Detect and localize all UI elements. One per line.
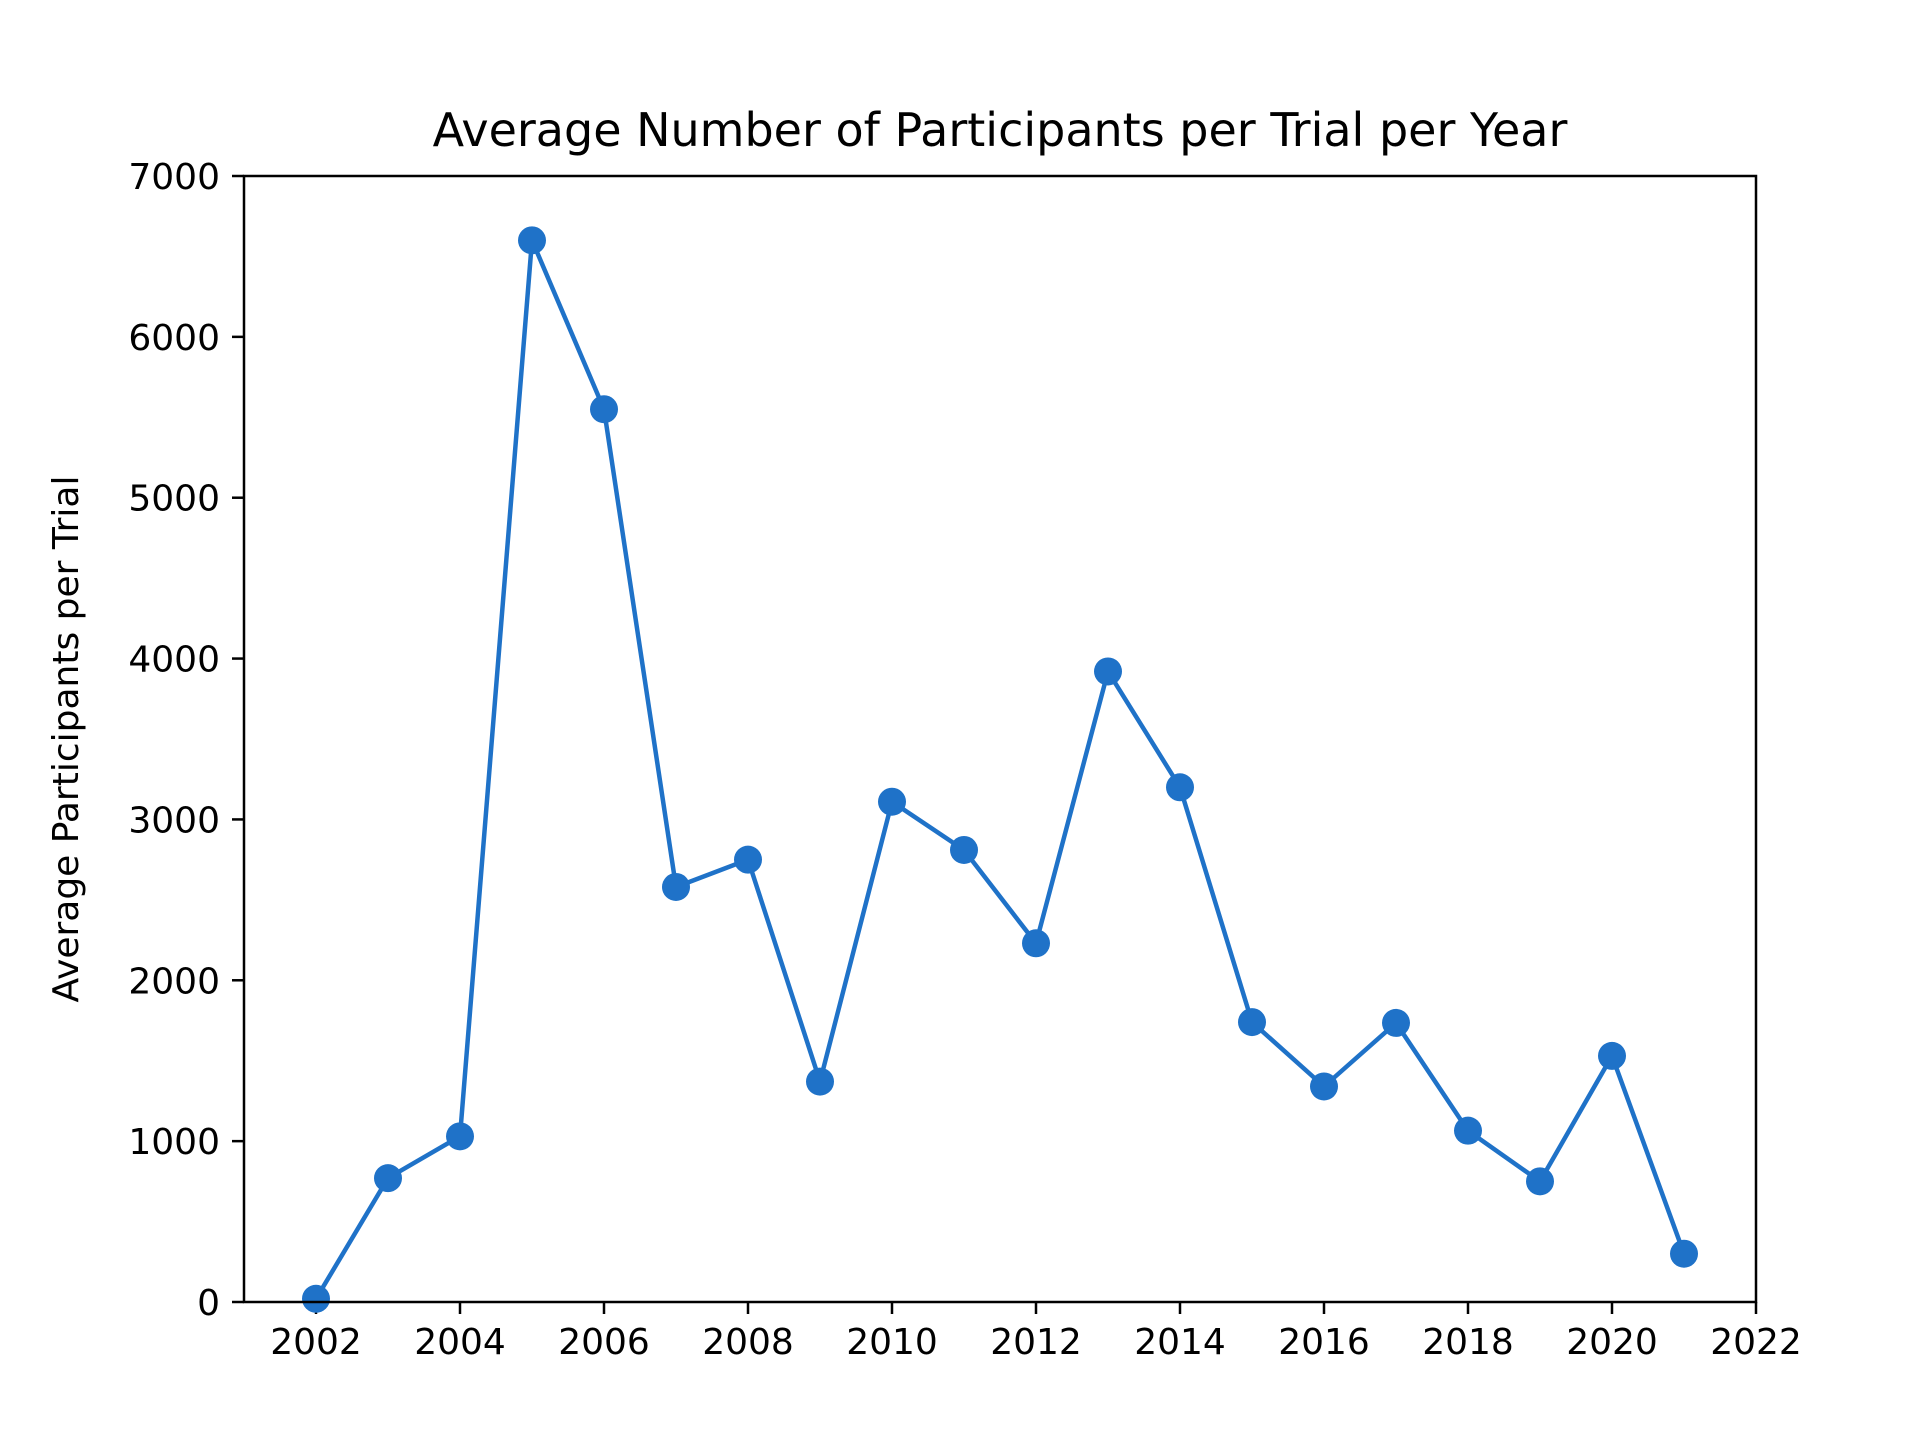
y-tick-label: 4000 bbox=[128, 640, 220, 681]
x-tick-label: 2002 bbox=[270, 1322, 362, 1363]
x-tick-label: 2012 bbox=[990, 1322, 1082, 1363]
data-point bbox=[1454, 1116, 1482, 1145]
y-tick-label: 5000 bbox=[128, 479, 220, 520]
data-point bbox=[1022, 929, 1050, 958]
data-point bbox=[662, 872, 690, 901]
x-tick-label: 2014 bbox=[1134, 1322, 1226, 1363]
y-axis-title: Average Participants per Trial bbox=[46, 476, 87, 1003]
y-tick-label: 6000 bbox=[128, 318, 220, 359]
data-point bbox=[1238, 1008, 1266, 1037]
data-point bbox=[1310, 1072, 1338, 1101]
x-tick-label: 2022 bbox=[1710, 1322, 1802, 1363]
x-tick-label: 2018 bbox=[1422, 1322, 1514, 1363]
series-line bbox=[314, 238, 1687, 1300]
y-tick-label: 2000 bbox=[128, 961, 220, 1002]
plot-frame bbox=[242, 174, 1758, 1304]
chart-title: Average Number of Participants per Trial… bbox=[433, 103, 1568, 157]
x-tick-label: 2010 bbox=[846, 1322, 938, 1363]
data-point bbox=[806, 1067, 834, 1096]
data-point bbox=[302, 1284, 330, 1313]
data-point bbox=[1166, 773, 1194, 802]
y-tick-label: 0 bbox=[197, 1283, 220, 1324]
data-point bbox=[590, 395, 618, 424]
x-tick-label: 2016 bbox=[1278, 1322, 1370, 1363]
y-tick-label: 1000 bbox=[128, 1122, 220, 1163]
y-tick-label: 7000 bbox=[128, 157, 220, 198]
y-axis-ticks: 0 1000 2000 3000 4000 5000 6000 7000 bbox=[128, 157, 244, 1324]
data-point bbox=[878, 787, 906, 816]
series-layer bbox=[302, 226, 1698, 1313]
x-axis-ticks: 2002 2004 2006 2008 2010 2012 2014 2016 2018 2020… bbox=[270, 1302, 1802, 1363]
x-tick-label: 2006 bbox=[558, 1322, 650, 1363]
y-tick-label: 3000 bbox=[128, 800, 220, 841]
data-point bbox=[1382, 1008, 1410, 1037]
data-point bbox=[446, 1122, 474, 1151]
data-point bbox=[950, 835, 978, 864]
data-point bbox=[1670, 1239, 1698, 1268]
data-point bbox=[734, 845, 762, 874]
data-point bbox=[1598, 1041, 1626, 1070]
x-tick-label: 2004 bbox=[414, 1322, 506, 1363]
x-tick-label: 2008 bbox=[702, 1322, 794, 1363]
data-point bbox=[1526, 1167, 1554, 1196]
data-point bbox=[1094, 657, 1122, 686]
data-point bbox=[374, 1164, 402, 1193]
x-tick-label: 2020 bbox=[1566, 1322, 1658, 1363]
data-point bbox=[518, 226, 546, 255]
